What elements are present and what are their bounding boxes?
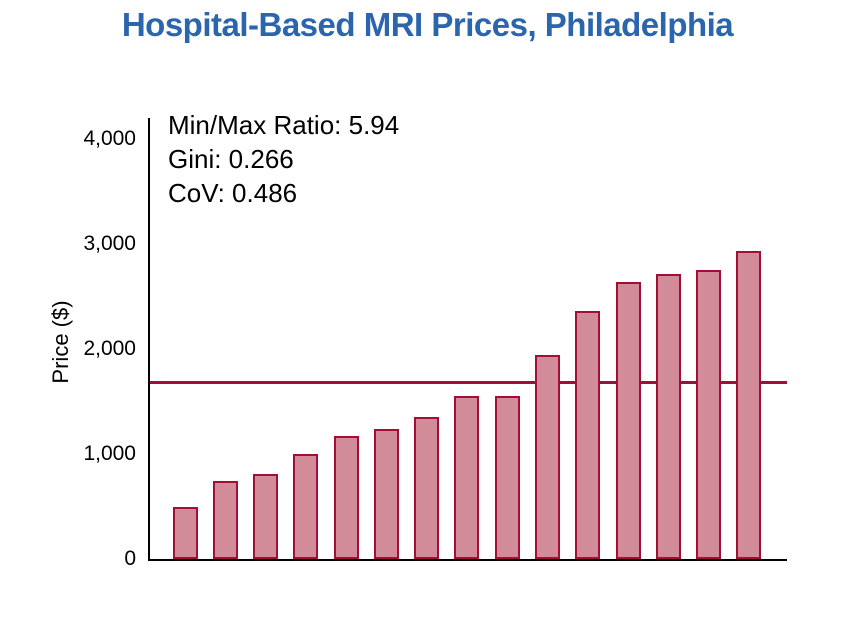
plot-area: Min/Max Ratio: 5.94 Gini: 0.266 CoV: 0.4…: [148, 110, 787, 561]
y-tick-label: 2,000: [83, 337, 136, 360]
price-bar: [494, 396, 520, 559]
y-tick-label: 3,000: [83, 232, 136, 255]
price-bar: [172, 507, 198, 559]
price-bar: [736, 251, 762, 559]
chart-title: Hospital-Based MRI Prices, Philadelphia: [121, 6, 734, 43]
stat-gini: Gini: 0.266: [168, 144, 294, 174]
y-tick-label: 1,000: [83, 442, 136, 465]
price-bar: [575, 311, 601, 559]
price-bar: [535, 355, 561, 559]
y-tick-label: 0: [124, 547, 136, 570]
price-bar: [333, 436, 359, 559]
price-bar: [212, 481, 238, 559]
price-bar: [655, 274, 681, 559]
y-tick-label: 4,000: [83, 127, 136, 150]
price-bar: [293, 454, 319, 559]
mean-price-reference-line: [150, 380, 787, 384]
price-bar: [373, 428, 399, 559]
price-bar: [615, 281, 641, 559]
price-bar: [253, 473, 279, 559]
price-bar: [414, 417, 440, 559]
price-bar: [454, 396, 480, 559]
stat-minmax-ratio: Min/Max Ratio: 5.94: [168, 110, 400, 140]
stats-annotation: Min/Max Ratio: 5.94 Gini: 0.266 CoV: 0.4…: [168, 108, 399, 210]
price-bar: [696, 270, 722, 559]
stat-cov: CoV: 0.486: [168, 178, 298, 208]
